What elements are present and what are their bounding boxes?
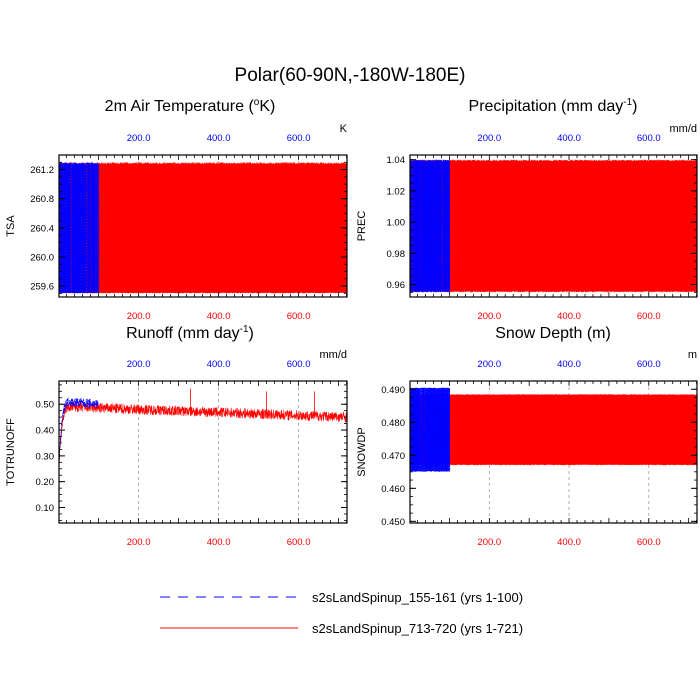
y-tick-label: 0.480 <box>381 418 405 429</box>
y-tick-label: 0.490 <box>381 385 405 396</box>
y-tick-label: 0.460 <box>381 484 405 495</box>
panel-snowdp: Snow Depth (m) m SNOWDP 0.450 0.460 0.470 0.48… <box>356 325 698 548</box>
y-tick-label: 1.04 <box>387 155 406 166</box>
series-run-a-line <box>410 159 451 293</box>
x-tick-label-top: 200.0 <box>127 133 151 144</box>
y-tick-label: 0.98 <box>387 249 406 260</box>
y-tick-label: 0.10 <box>36 503 55 514</box>
panel-title: Snow Depth (m) <box>495 325 611 342</box>
x-tick-label-bottom: 200.0 <box>477 311 501 322</box>
x-tick-label-top: 600.0 <box>287 359 311 370</box>
x-tick-label-top: 200.0 <box>127 359 151 370</box>
x-tick-label-bottom: 200.0 <box>477 537 501 548</box>
series-run-a-line <box>59 162 100 294</box>
y-tick-label: 0.30 <box>36 451 55 462</box>
legend: s2sLandSpinup_155-161 (yrs 1-100) s2sLan… <box>160 590 523 636</box>
series-run-b-line <box>59 401 347 462</box>
x-tick-label-top: 400.0 <box>207 359 231 370</box>
units-label: K <box>340 123 348 135</box>
y-tick-label: 0.40 <box>36 426 55 437</box>
y-axis-label: SNOWDP <box>356 427 368 477</box>
units-label: mm/d <box>320 349 348 361</box>
y-tick-label: 260.0 <box>30 252 54 263</box>
y-tick-label: 259.6 <box>30 282 54 293</box>
y-axis-label: PREC <box>356 211 368 242</box>
x-tick-label-top: 600.0 <box>637 359 661 370</box>
y-axis-label: TSA <box>5 215 17 237</box>
plot-frame <box>58 380 348 524</box>
y-axis-label: TOTRUNOFF <box>5 418 17 486</box>
x-tick-label-bottom: 400.0 <box>557 311 581 322</box>
panel-prec: Precipitation (mm day-1) mm/d PREC 0.96 0.98… <box>356 97 698 322</box>
panel-tsa: 2m Air Temperature (oK) K TSA 259.6 260.0 260… <box>5 97 348 322</box>
units-label: mm/d <box>670 123 698 135</box>
x-tick-label-bottom: 400.0 <box>557 537 581 548</box>
x-tick-label-bottom: 200.0 <box>127 537 151 548</box>
x-tick-label-bottom: 600.0 <box>637 311 661 322</box>
x-tick-label-top: 400.0 <box>557 133 581 144</box>
figure-title: Polar(60-90N,-180W-180E) <box>235 65 466 86</box>
x-tick-label-bottom: 400.0 <box>207 537 231 548</box>
x-tick-label-bottom: 600.0 <box>637 537 661 548</box>
y-tick-label: 261.2 <box>30 165 54 176</box>
x-tick-label-top: 400.0 <box>207 133 231 144</box>
panel-totrunoff: Runoff (mm day-1) mm/d TOTRUNOFF 0.10 0.20 0.… <box>5 324 348 548</box>
series-run-b-line <box>59 162 347 294</box>
y-tick-label: 1.00 <box>387 218 406 229</box>
x-tick-label-bottom: 400.0 <box>207 311 231 322</box>
legend-label-run-a: s2sLandSpinup_155-161 (yrs 1-100) <box>312 590 523 605</box>
series-run-b-line <box>410 159 697 293</box>
y-tick-label: 0.20 <box>36 477 55 488</box>
y-tick-label: 260.8 <box>30 194 54 205</box>
panel-title: Runoff (mm day-1) <box>126 324 254 342</box>
panel-title: Precipitation (mm day-1) <box>469 97 638 115</box>
series-run-a-line <box>59 397 99 463</box>
x-tick-label-bottom: 600.0 <box>287 537 311 548</box>
x-tick-label-top: 200.0 <box>477 133 501 144</box>
panel-title: 2m Air Temperature (oK) <box>105 97 276 115</box>
x-tick-label-top: 600.0 <box>637 133 661 144</box>
x-tick-label-bottom: 600.0 <box>287 311 311 322</box>
series-run-a-line <box>410 387 451 472</box>
x-tick-label-top: 400.0 <box>557 359 581 370</box>
y-tick-label: 260.4 <box>30 223 54 234</box>
x-tick-label-top: 200.0 <box>477 359 501 370</box>
y-tick-label: 1.02 <box>387 186 406 197</box>
y-tick-label: 0.96 <box>387 280 406 291</box>
y-tick-label: 0.470 <box>381 451 405 462</box>
units-label: m <box>688 349 697 361</box>
x-tick-label-bottom: 200.0 <box>127 311 151 322</box>
series-run-b-line <box>410 394 697 466</box>
legend-label-run-b: s2sLandSpinup_713-720 (yrs 1-721) <box>312 621 523 636</box>
y-tick-label: 0.450 <box>381 517 405 528</box>
x-tick-label-top: 600.0 <box>287 133 311 144</box>
y-tick-label: 0.50 <box>36 400 55 411</box>
